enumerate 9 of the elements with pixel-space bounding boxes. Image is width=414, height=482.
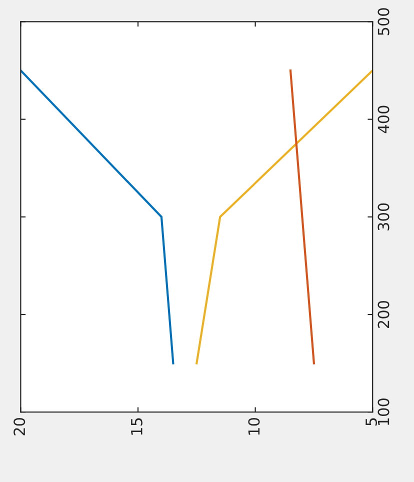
y-tick-label: 200 [378, 300, 390, 328]
x-tick-label: 10 [248, 418, 260, 435]
x-tick-label: 20 [14, 418, 26, 436]
y-tick-label: 100 [378, 398, 390, 426]
y-tick-label: 400 [378, 106, 390, 134]
y-tick-label: 300 [378, 203, 390, 230]
y-tick-label: 500 [378, 8, 390, 36]
x-tick-label: 15 [131, 418, 142, 435]
x-tick-label: 5 [366, 418, 378, 426]
